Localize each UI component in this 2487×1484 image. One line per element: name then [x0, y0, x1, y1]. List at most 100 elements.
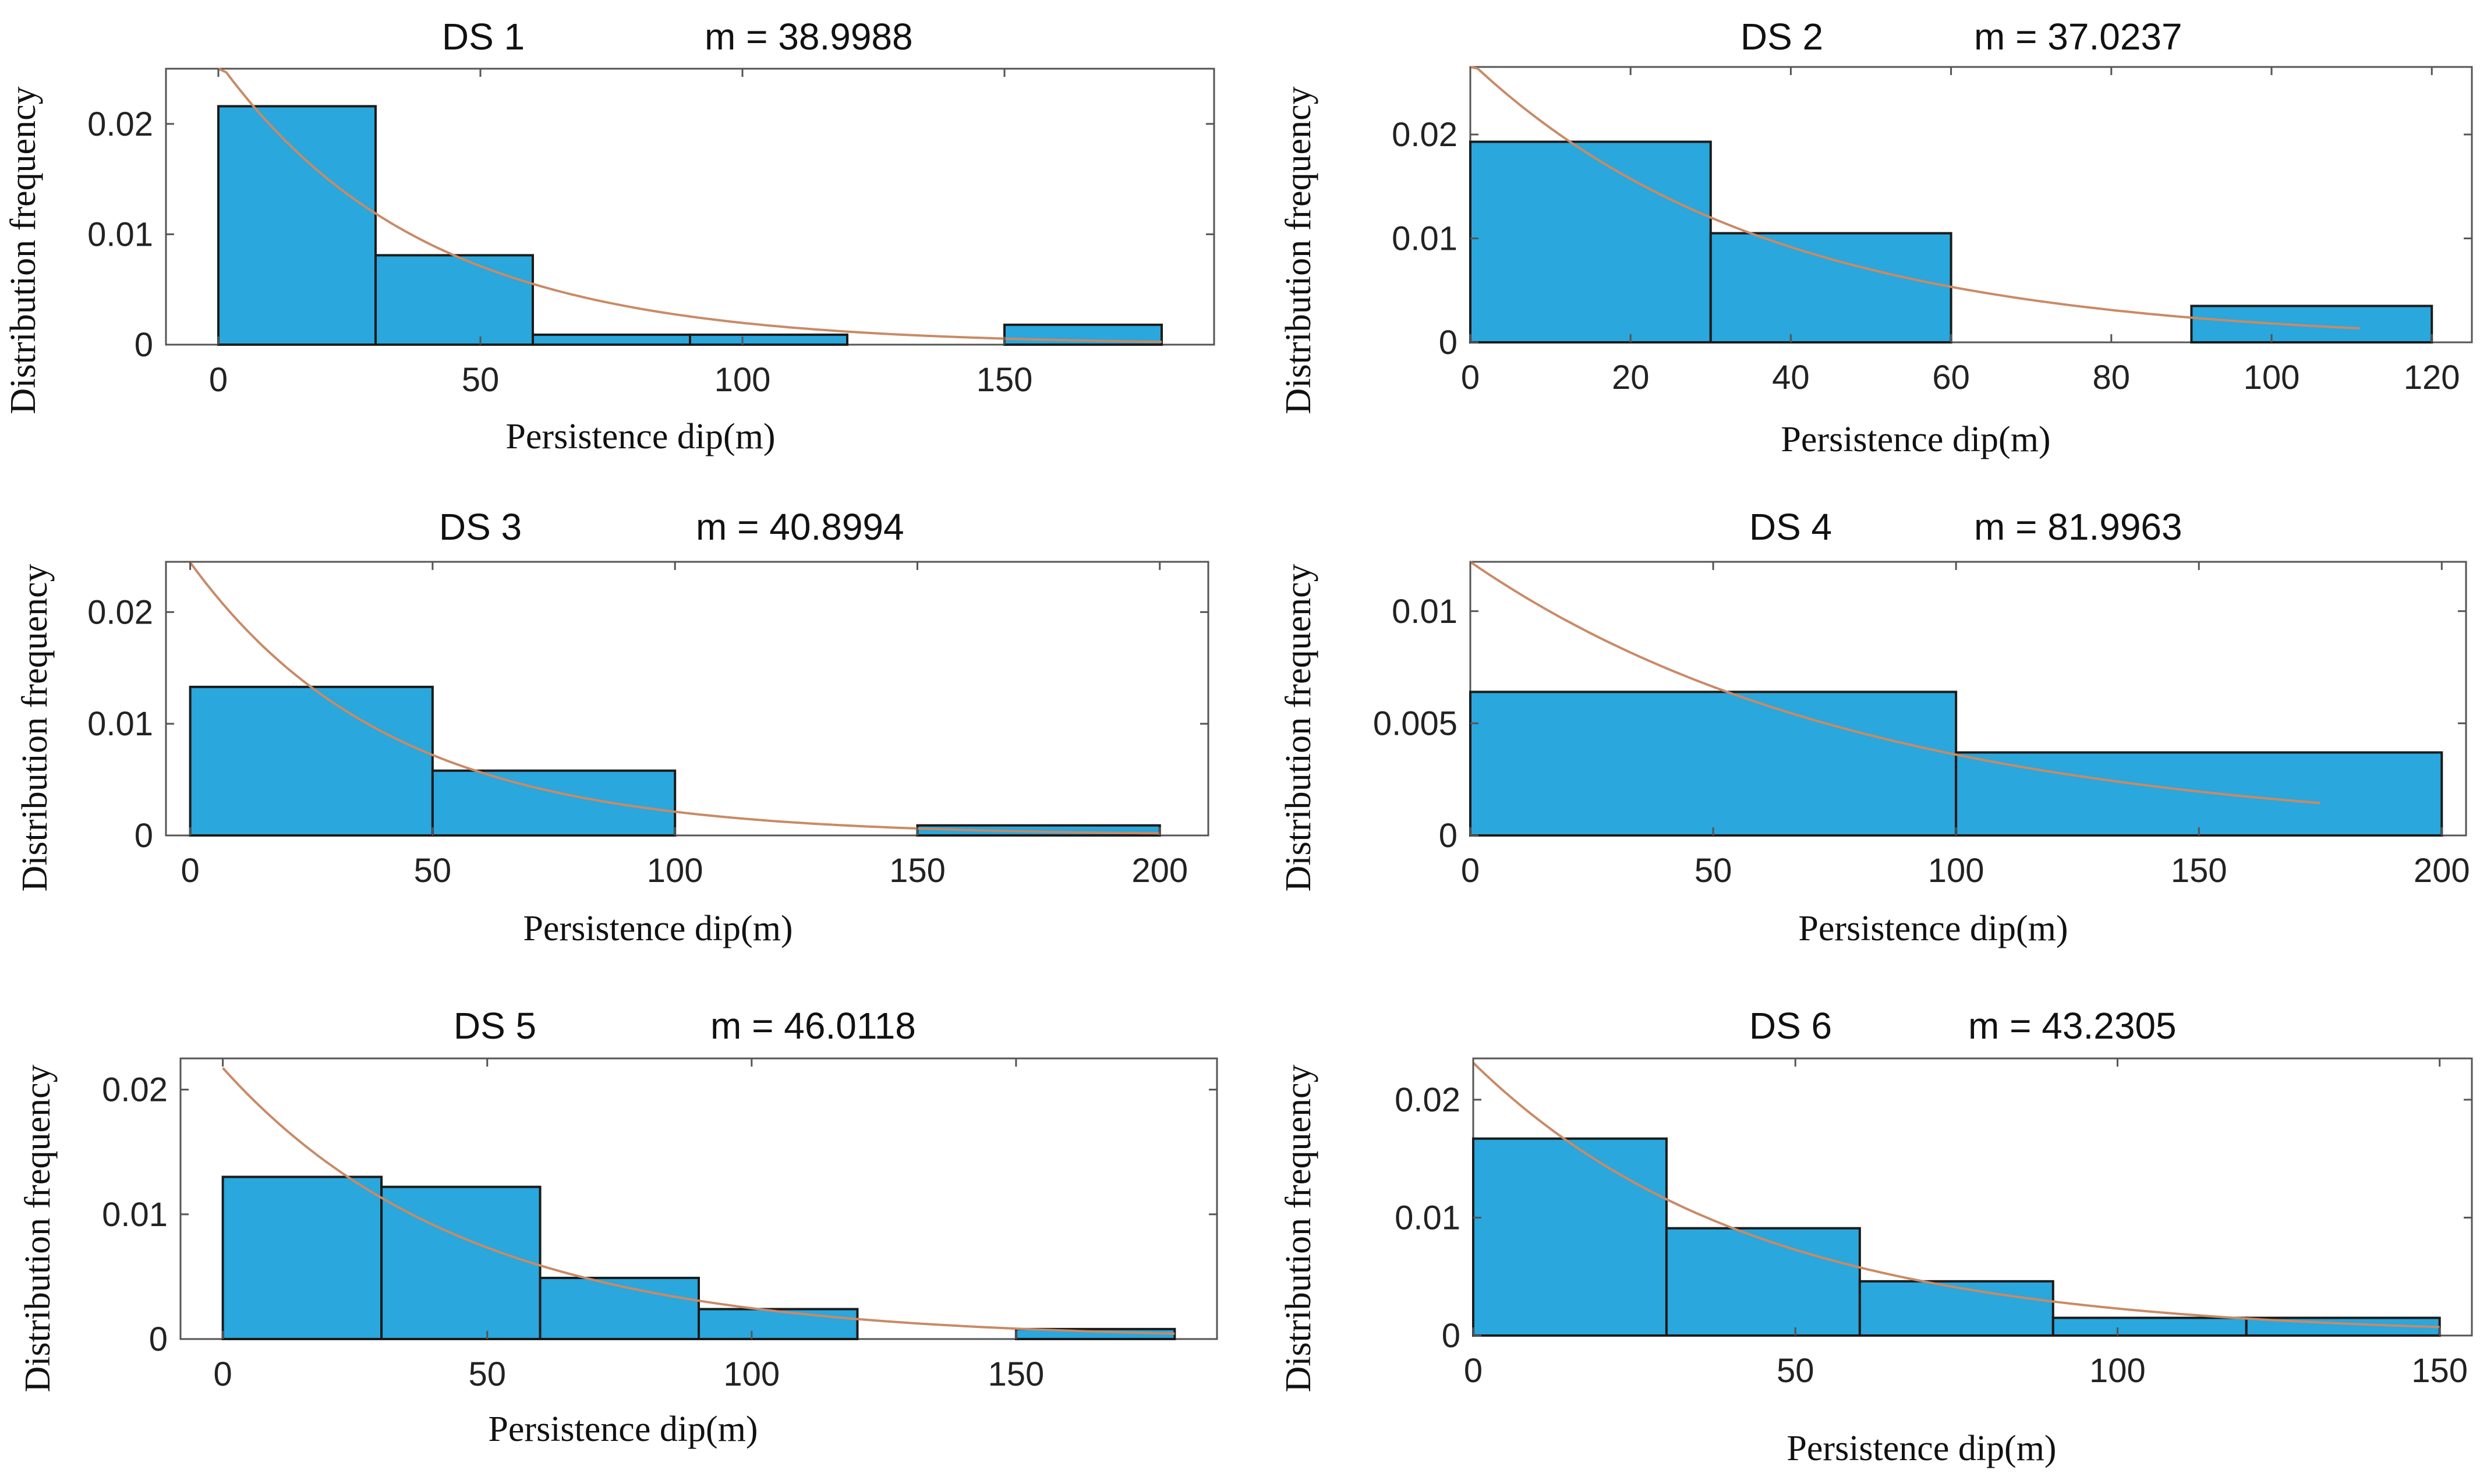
ds4-bar — [1955, 751, 2443, 837]
ds5-x-tick-label: 150 — [988, 1355, 1045, 1393]
ds3-title-mean: m = 40.8994 — [696, 506, 904, 548]
ds5-bar — [698, 1308, 859, 1341]
ds6-title-mean: m = 43.2305 — [1968, 1005, 2177, 1047]
ds3-x-tick-label: 200 — [1131, 852, 1188, 890]
ds4-panel: DS 4 m = 81.9963 0 50 100 150 200 0 0.005 0.01 Per… — [1279, 506, 2470, 948]
ds4-fit-curve — [1469, 561, 2320, 805]
ds3-bar — [189, 685, 434, 837]
ds1-bar — [374, 254, 534, 346]
ds1-bar — [217, 105, 377, 346]
ds5-fit-curve — [222, 1067, 1175, 1335]
ds6-x-axis-label: Persistence dip(m) — [1786, 1429, 2056, 1468]
ds3-title-name: DS 3 — [439, 506, 522, 548]
ds6-x-tick-label: 100 — [2089, 1352, 2146, 1390]
ds5-x-tick-label: 50 — [468, 1355, 506, 1393]
ds2-x-axis-label: Persistence dip(m) — [1781, 420, 2050, 459]
ds2-title-name: DS 2 — [1740, 16, 1823, 58]
ds2-x-tick-label: 80 — [2093, 359, 2131, 396]
ds2-y-tick-label: 0.02 — [1392, 116, 1457, 154]
ds2-x-tick-label: 100 — [2244, 359, 2300, 396]
ds5-x-tick-label: 0 — [214, 1355, 232, 1393]
ds1-y-axis-label: Distribution frequency — [3, 86, 43, 414]
ds1-title-name: DS 1 — [442, 16, 525, 58]
ds5-panel: DS 5 m = 46.0118 0 50 100 150 0 0.01 0.02 Persist… — [18, 1005, 1218, 1449]
ds3-bar — [431, 769, 677, 837]
ds6-x-tick-label: 50 — [1777, 1352, 1814, 1390]
ds5-x-axis-label: Persistence dip(m) — [488, 1409, 758, 1449]
ds3-y-tick-label: 0.02 — [87, 593, 153, 631]
ds1-x-tick-label: 0 — [209, 361, 228, 399]
ds4-y-tick-label: 0 — [1439, 817, 1457, 855]
ds5-x-tick-label: 100 — [723, 1355, 780, 1393]
ds4-x-tick-label: 50 — [1694, 852, 1732, 890]
ds3-x-tick-label: 150 — [889, 852, 946, 890]
ds6-bar — [1472, 1137, 1668, 1337]
ds2-panel: DS 2 m = 37.0237 0 20 40 60 80 100 120 0 0.01 0.02 P… — [1279, 16, 2473, 459]
ds3-x-tick-label: 50 — [414, 852, 452, 890]
ds1-title-mean: m = 38.9988 — [705, 16, 913, 58]
ds1-x-axis-label: Persistence dip(m) — [505, 417, 775, 456]
ds5-bar — [221, 1175, 383, 1340]
ds1-bar — [689, 333, 848, 346]
ds2-x-tick-label: 60 — [1932, 359, 1970, 396]
ds3-panel: DS 3 m = 40.8994 0 50 100 150 200 0 0.01 0.02 Pers… — [15, 506, 1209, 948]
ds1-x-tick-label: 50 — [462, 361, 500, 399]
ds6-y-tick-label: 0.02 — [1395, 1081, 1460, 1119]
ds1-bar — [532, 333, 691, 346]
ds6-panel: DS 6 m = 43.2305 0 50 100 150 0 0.01 0.02 Persist… — [1279, 1005, 2473, 1468]
ds6-title-name: DS 6 — [1749, 1005, 1832, 1047]
ds6-bar — [2051, 1316, 2248, 1337]
ds3-y-axis-label: Distribution frequency — [15, 564, 55, 891]
ds4-x-tick-label: 100 — [1928, 852, 1984, 890]
ds4-y-axis-label: Distribution frequency — [1279, 564, 1318, 891]
ds6-y-tick-label: 0.01 — [1395, 1199, 1460, 1237]
ds1-x-tick-label: 100 — [714, 361, 771, 399]
ds5-title-mean: m = 46.0118 — [710, 1005, 916, 1047]
ds1-x-tick-label: 150 — [977, 361, 1033, 399]
ds3-x-tick-label: 100 — [647, 852, 703, 890]
ds4-y-tick-label: 0.01 — [1392, 593, 1457, 631]
ds5-y-axis-label: Distribution frequency — [18, 1064, 58, 1392]
ds1-y-tick-label: 0 — [135, 326, 153, 364]
ds4-x-tick-label: 200 — [2414, 852, 2470, 890]
ds4-x-tick-label: 0 — [1461, 852, 1480, 890]
ds4-x-axis-label: Persistence dip(m) — [1798, 909, 2068, 948]
ds4-y-tick-label: 0.005 — [1373, 704, 1457, 742]
ds2-y-axis-label: Distribution frequency — [1279, 86, 1318, 414]
ds6-bar — [1858, 1280, 2054, 1337]
ds2-bar — [1469, 140, 1712, 343]
ds2-x-tick-label: 0 — [1461, 359, 1480, 396]
ds6-x-tick-label: 0 — [1464, 1352, 1483, 1390]
ds2-fit-curve — [1470, 66, 2360, 330]
ds2-x-tick-label: 20 — [1612, 359, 1650, 396]
ds4-x-tick-label: 150 — [2171, 852, 2227, 890]
ds2-y-tick-label: 0 — [1439, 324, 1457, 362]
ds4-title-mean: m = 81.9963 — [1974, 506, 2182, 548]
ds1-y-tick-label: 0.02 — [87, 105, 153, 143]
ds2-x-tick-label: 120 — [2404, 359, 2460, 396]
ds1-panel: DS 1 m = 38.9988 0 50 100 150 0 0.01 0.02 Persist… — [3, 16, 1215, 456]
ds4-title-name: DS 4 — [1749, 506, 1832, 548]
ds3-y-tick-label: 0 — [135, 817, 153, 855]
ds3-y-tick-label: 0.01 — [87, 705, 153, 743]
ds2-bar — [2190, 304, 2433, 344]
ds6-y-axis-label: Distribution frequency — [1279, 1064, 1318, 1392]
ds2-bar — [1709, 232, 1952, 343]
ds2-y-tick-label: 0.01 — [1392, 220, 1457, 258]
ds6-y-tick-label: 0 — [1442, 1317, 1460, 1355]
ds5-y-tick-label: 0.02 — [102, 1071, 168, 1109]
ds5-bar — [539, 1277, 700, 1340]
ds5-y-tick-label: 0 — [149, 1320, 168, 1358]
ds1-y-tick-label: 0.01 — [87, 215, 153, 253]
ds3-x-axis-label: Persistence dip(m) — [523, 909, 793, 948]
ds6-bar — [1665, 1227, 1861, 1337]
ds5-y-tick-label: 0.01 — [102, 1196, 168, 1234]
ds4-bar — [1469, 690, 1958, 837]
ds6-x-tick-label: 150 — [2411, 1352, 2468, 1390]
ds6-fit-curve — [1472, 1062, 2440, 1329]
ds2-x-tick-label: 40 — [1772, 359, 1810, 396]
ds3-x-tick-label: 0 — [181, 852, 199, 890]
ds5-title-name: DS 5 — [454, 1005, 536, 1047]
ds2-title-mean: m = 37.0237 — [1974, 16, 2182, 58]
